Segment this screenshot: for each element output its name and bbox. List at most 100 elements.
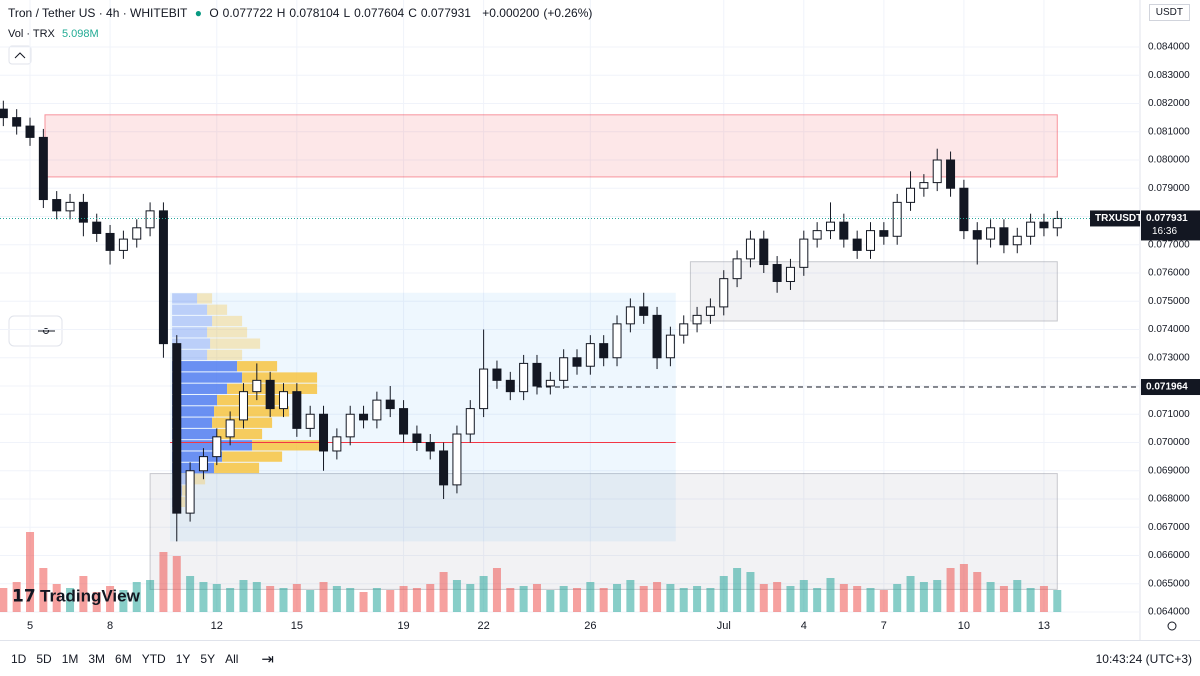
candle-body <box>932 159 942 184</box>
range-button[interactable]: 5D <box>36 651 52 666</box>
volume-bar <box>0 588 8 612</box>
date-range-icon[interactable]: ⇥ <box>261 650 274 668</box>
drawing-widget[interactable] <box>8 315 63 347</box>
volume-bar <box>639 586 648 612</box>
volume-bar <box>319 582 328 612</box>
volume-bar <box>586 582 595 612</box>
volume-bar <box>239 580 248 612</box>
change-pct: (+0.26%) <box>543 6 593 20</box>
ohlc-key: C <box>408 6 417 20</box>
y-tick-label: 0.081000 <box>1148 126 1190 137</box>
profile-down <box>180 496 186 507</box>
volume-bar <box>653 582 662 612</box>
range-button[interactable]: YTD <box>141 651 166 666</box>
range-button[interactable]: 3M <box>88 651 106 666</box>
range-button[interactable]: 5Y <box>200 651 216 666</box>
candle-body <box>585 343 595 367</box>
candle-body <box>972 230 982 240</box>
candle-body <box>986 227 996 240</box>
y-tick-label: 0.071000 <box>1148 409 1190 420</box>
volume-bar <box>986 582 995 612</box>
candle-body <box>158 210 168 345</box>
chart: 0.064000 0.065000 0.066000 0.067000 0.068000… <box>0 0 1200 640</box>
profile-up <box>172 304 208 315</box>
candle-body <box>145 210 155 229</box>
volume-bar <box>106 586 115 612</box>
logo: TradingView <box>40 586 141 605</box>
ohlc-key: H <box>276 6 286 20</box>
volume-value: 5.098M <box>61 28 99 40</box>
collapse-button[interactable] <box>8 45 32 65</box>
candle-body <box>225 419 235 438</box>
symbol: Tron / Tether US · 4h · WHITEBIT <box>8 6 188 20</box>
y-tick-label: 0.073000 <box>1148 352 1190 363</box>
x-tick-label: 22 <box>477 620 489 632</box>
plot: 0.064000 0.065000 0.066000 0.067000 0.068000… <box>0 0 1200 632</box>
volume-bar <box>959 564 968 612</box>
candle-body <box>799 238 809 268</box>
range-button[interactable]: 1D <box>11 651 27 666</box>
candle-body <box>852 238 862 251</box>
volume-bar <box>546 590 555 612</box>
range-buttons: 1D 5D 1M 3M 6M YTD 1Y 5Y All <box>6 652 243 666</box>
candle-body <box>825 221 835 232</box>
profile-down <box>190 474 206 485</box>
candle-body <box>732 258 742 280</box>
profile-up <box>172 451 223 462</box>
currency-button[interactable]: USDT <box>1148 4 1190 21</box>
symbol-label: TRXUSDT <box>1095 213 1142 224</box>
profile-up <box>172 394 218 406</box>
zone <box>689 261 1058 322</box>
candle-body <box>532 362 542 387</box>
y-tick-label: 0.070000 <box>1148 437 1190 448</box>
candle-body <box>252 379 262 393</box>
candle-body <box>265 379 275 410</box>
volume-bar <box>719 576 728 612</box>
y-tick-label: 0.064000 <box>1148 607 1190 618</box>
profile-up <box>172 440 253 451</box>
candle-body <box>345 413 355 438</box>
volume-bar <box>12 582 21 612</box>
range-button[interactable]: 1M <box>61 651 79 666</box>
candle-body <box>612 323 622 359</box>
volume-bar <box>746 572 755 612</box>
profile-down <box>217 428 263 440</box>
ohlc-key: L <box>343 6 351 20</box>
volume-bar <box>666 584 675 612</box>
volume-bar <box>92 592 101 612</box>
y-tick-label: 0.084000 <box>1148 42 1190 53</box>
profile-down <box>214 462 260 474</box>
volume-bar <box>119 590 128 612</box>
profile-down <box>207 349 243 361</box>
y-tick-label: 0.080000 <box>1148 155 1190 166</box>
volume-bar <box>906 576 915 612</box>
volume-bar <box>573 588 582 612</box>
volume-bar <box>599 588 608 612</box>
candle-body <box>879 230 889 237</box>
profile-up <box>172 315 213 327</box>
volume-bar <box>813 588 822 612</box>
volume-bar <box>693 586 702 612</box>
candle-body <box>105 232 115 251</box>
range-button[interactable]: All <box>225 651 239 666</box>
range-button[interactable]: 6M <box>115 651 132 666</box>
x-tick-label: 12 <box>211 620 223 632</box>
candle-body <box>745 238 755 260</box>
profile-down <box>242 372 318 383</box>
x-tick-label: 13 <box>1038 620 1050 632</box>
logo-mark: 𝟭𝟳 <box>12 586 36 605</box>
y-tick-label: 0.068000 <box>1148 494 1190 505</box>
volume-bar <box>332 586 341 612</box>
range-button[interactable]: 1Y <box>175 651 191 666</box>
profile-down <box>212 417 273 428</box>
profile-up <box>172 462 215 474</box>
volume-bar <box>372 588 381 612</box>
candle-body <box>332 436 342 452</box>
volume-bar <box>226 588 235 612</box>
candle-body <box>946 159 956 189</box>
settings-icon[interactable] <box>1167 621 1177 631</box>
candle-body <box>65 201 75 212</box>
volume-bar <box>759 584 768 612</box>
profile-up <box>172 383 228 394</box>
